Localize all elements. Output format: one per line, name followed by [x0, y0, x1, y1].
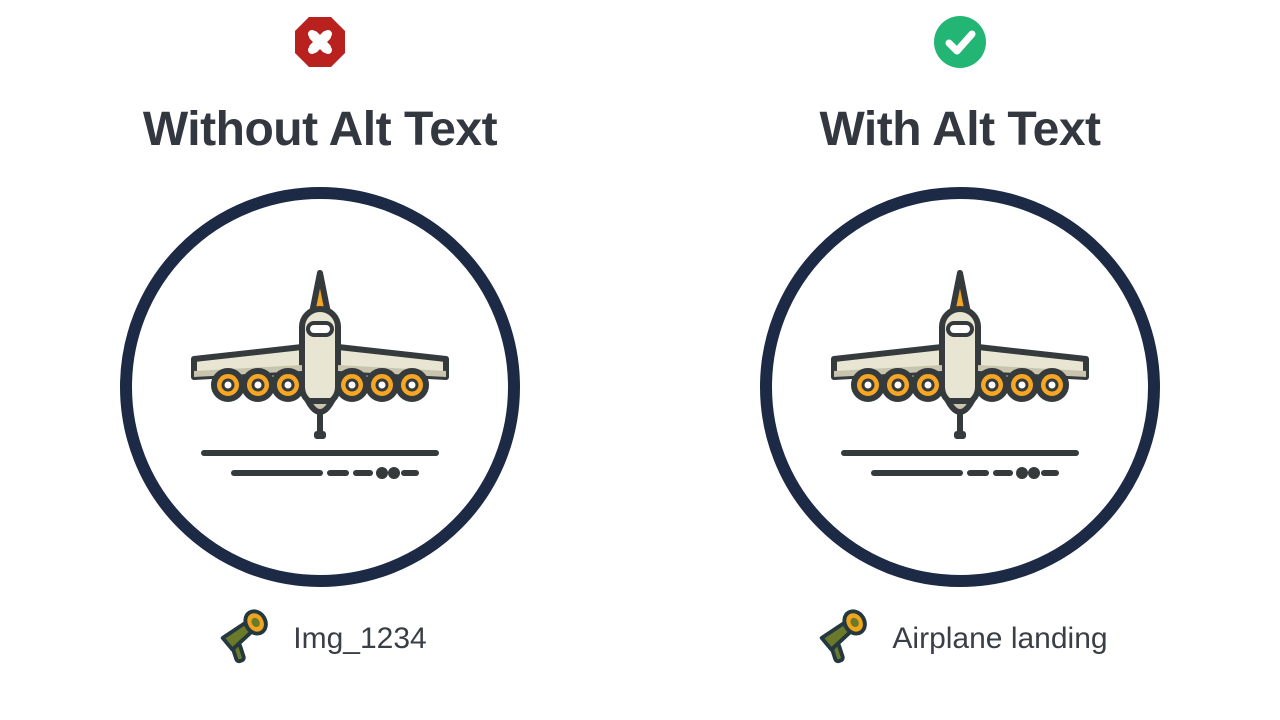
image-ring-right: [760, 187, 1160, 587]
panel-with-alt: With Alt Text: [640, 0, 1280, 720]
heading-without: Without Alt Text: [143, 102, 497, 157]
error-octagon-icon: [292, 14, 348, 70]
caption-text-left: Img_1234: [293, 622, 426, 656]
heading-with: With Alt Text: [819, 102, 1100, 157]
speaker-icon: [213, 605, 275, 672]
airplane-illustration-right: [810, 267, 1110, 507]
infographic-canvas: Without Alt Text: [0, 0, 1280, 720]
caption-row-right: Airplane landing: [812, 605, 1107, 672]
caption-row-left: Img_1234: [213, 605, 426, 672]
success-circle-icon: [932, 14, 988, 70]
panel-without-alt: Without Alt Text: [0, 0, 640, 720]
success-badge: [932, 14, 988, 70]
airplane-illustration-left: [170, 267, 470, 507]
image-ring-left: [120, 187, 520, 587]
caption-text-right: Airplane landing: [892, 622, 1107, 656]
speaker-icon: [812, 605, 874, 672]
error-badge: [292, 14, 348, 70]
